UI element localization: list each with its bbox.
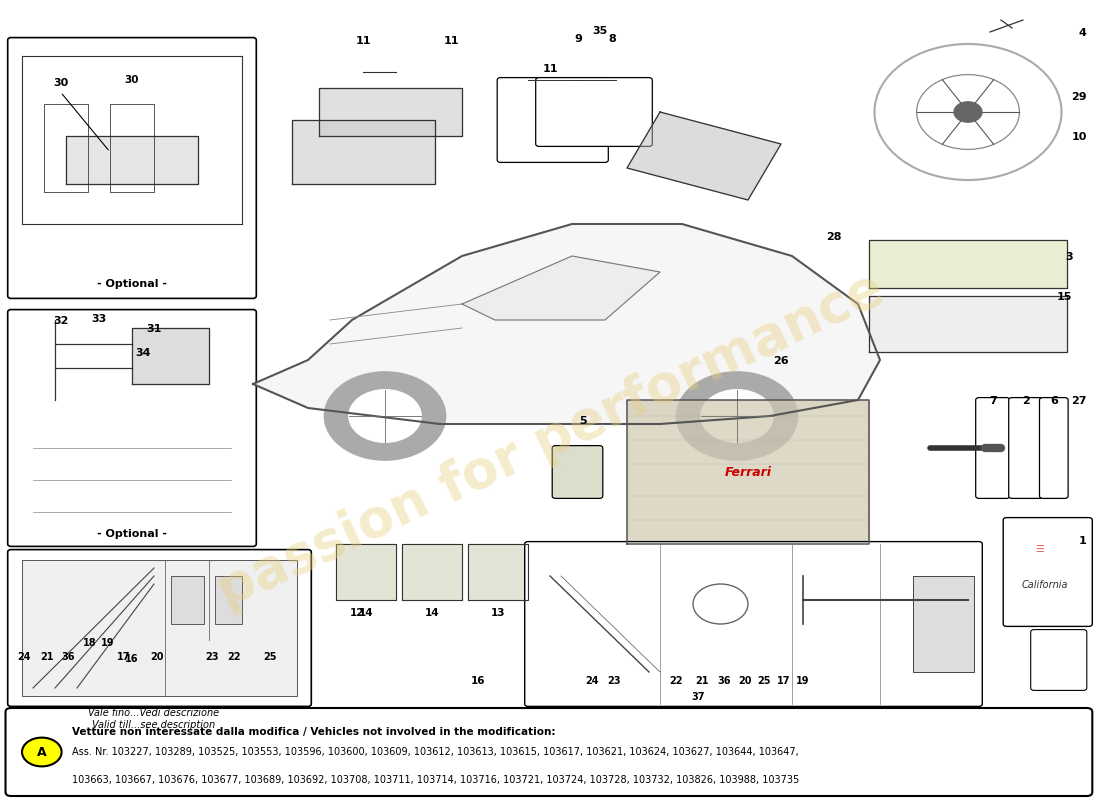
Text: 7: 7	[989, 396, 998, 406]
Text: 25: 25	[758, 676, 771, 686]
Bar	[22, 560, 297, 696]
Polygon shape	[462, 256, 660, 320]
FancyBboxPatch shape	[8, 550, 311, 706]
Text: California: California	[1022, 580, 1068, 590]
Text: 11: 11	[355, 36, 371, 46]
Text: 16: 16	[471, 676, 486, 686]
Text: 3: 3	[1065, 252, 1072, 262]
Text: 9: 9	[574, 34, 583, 45]
Polygon shape	[253, 224, 880, 424]
Text: 17: 17	[117, 652, 130, 662]
FancyBboxPatch shape	[1040, 398, 1068, 498]
Text: ☰: ☰	[1035, 544, 1044, 554]
Text: 1: 1	[1079, 536, 1087, 546]
Text: 21: 21	[695, 676, 708, 686]
FancyBboxPatch shape	[6, 708, 1092, 796]
Text: 34: 34	[135, 348, 151, 358]
Polygon shape	[336, 544, 396, 600]
Polygon shape	[319, 88, 462, 136]
Text: 35: 35	[592, 26, 607, 35]
Text: 29: 29	[1071, 92, 1087, 102]
FancyBboxPatch shape	[1031, 630, 1087, 690]
Text: passion for performance: passion for performance	[209, 262, 891, 618]
Text: 36: 36	[717, 676, 730, 686]
Text: 11: 11	[443, 36, 459, 46]
Text: 28: 28	[826, 232, 842, 242]
Text: 5: 5	[580, 416, 586, 426]
Text: - Optional -: - Optional -	[97, 529, 167, 538]
Text: 2: 2	[1022, 396, 1031, 406]
Text: 15: 15	[1057, 292, 1072, 302]
FancyBboxPatch shape	[536, 78, 652, 146]
Text: Ferrari: Ferrari	[725, 466, 771, 478]
Text: 16: 16	[125, 654, 139, 664]
Text: 17: 17	[777, 676, 790, 686]
Polygon shape	[627, 400, 869, 544]
Text: 8: 8	[608, 34, 617, 45]
Text: Vale fino...Vedi descrizione
Valid till...see description: Vale fino...Vedi descrizione Valid till.…	[88, 708, 220, 730]
FancyBboxPatch shape	[1003, 518, 1092, 626]
Polygon shape	[627, 112, 781, 200]
Text: 103663, 103667, 103676, 103677, 103689, 103692, 103708, 103711, 103714, 103716, : 103663, 103667, 103676, 103677, 103689, …	[72, 775, 799, 785]
Text: 21: 21	[41, 652, 54, 662]
FancyBboxPatch shape	[8, 38, 256, 298]
Polygon shape	[402, 544, 462, 600]
FancyBboxPatch shape	[525, 542, 982, 706]
Circle shape	[349, 390, 421, 442]
FancyBboxPatch shape	[976, 398, 1010, 498]
Text: 24: 24	[585, 676, 598, 686]
Circle shape	[324, 372, 446, 460]
Text: 10: 10	[1071, 132, 1087, 142]
Circle shape	[954, 102, 982, 122]
Text: 25: 25	[263, 652, 276, 662]
Text: 11: 11	[542, 64, 558, 74]
Text: 18: 18	[84, 638, 97, 648]
Text: 14: 14	[425, 608, 439, 618]
Text: Vetture non interessate dalla modifica / Vehicles not involved in the modificati: Vetture non interessate dalla modifica /…	[72, 727, 556, 737]
Text: 27: 27	[1071, 396, 1087, 406]
Bar	[214, 576, 242, 624]
Circle shape	[676, 372, 798, 460]
Text: 26: 26	[773, 356, 789, 366]
Circle shape	[22, 738, 62, 766]
Text: 23: 23	[607, 676, 620, 686]
Polygon shape	[869, 240, 1067, 288]
Text: Ass. Nr. 103227, 103289, 103525, 103553, 103596, 103600, 103609, 103612, 103613,: Ass. Nr. 103227, 103289, 103525, 103553,…	[72, 747, 799, 757]
Text: 30: 30	[53, 78, 68, 88]
Text: 32: 32	[53, 316, 68, 326]
Text: 13: 13	[491, 608, 505, 618]
Text: 22: 22	[228, 652, 241, 662]
Bar	[913, 576, 974, 672]
Text: 36: 36	[62, 652, 75, 662]
Text: 20: 20	[151, 652, 164, 662]
FancyBboxPatch shape	[1009, 398, 1043, 498]
Polygon shape	[292, 120, 434, 184]
Text: 12: 12	[350, 608, 365, 618]
Text: 33: 33	[91, 314, 107, 323]
Text: 37: 37	[692, 692, 705, 702]
Polygon shape	[468, 544, 528, 600]
Polygon shape	[132, 328, 209, 384]
Polygon shape	[66, 136, 198, 184]
Text: 31: 31	[146, 324, 162, 334]
Circle shape	[701, 390, 773, 442]
Text: 23: 23	[206, 652, 219, 662]
FancyBboxPatch shape	[552, 446, 603, 498]
Polygon shape	[869, 296, 1067, 352]
Text: 4: 4	[1079, 28, 1087, 38]
FancyBboxPatch shape	[8, 310, 256, 546]
Text: - Optional -: - Optional -	[97, 279, 167, 289]
Text: 30: 30	[124, 75, 140, 85]
Text: 22: 22	[670, 676, 683, 686]
Text: 14: 14	[359, 608, 373, 618]
FancyBboxPatch shape	[497, 78, 608, 162]
Text: 19: 19	[796, 676, 810, 686]
Bar	[170, 576, 204, 624]
Text: A: A	[37, 746, 46, 758]
Text: 24: 24	[18, 652, 31, 662]
Text: 20: 20	[738, 676, 751, 686]
Text: 6: 6	[1049, 396, 1058, 406]
Text: 19: 19	[101, 638, 114, 648]
